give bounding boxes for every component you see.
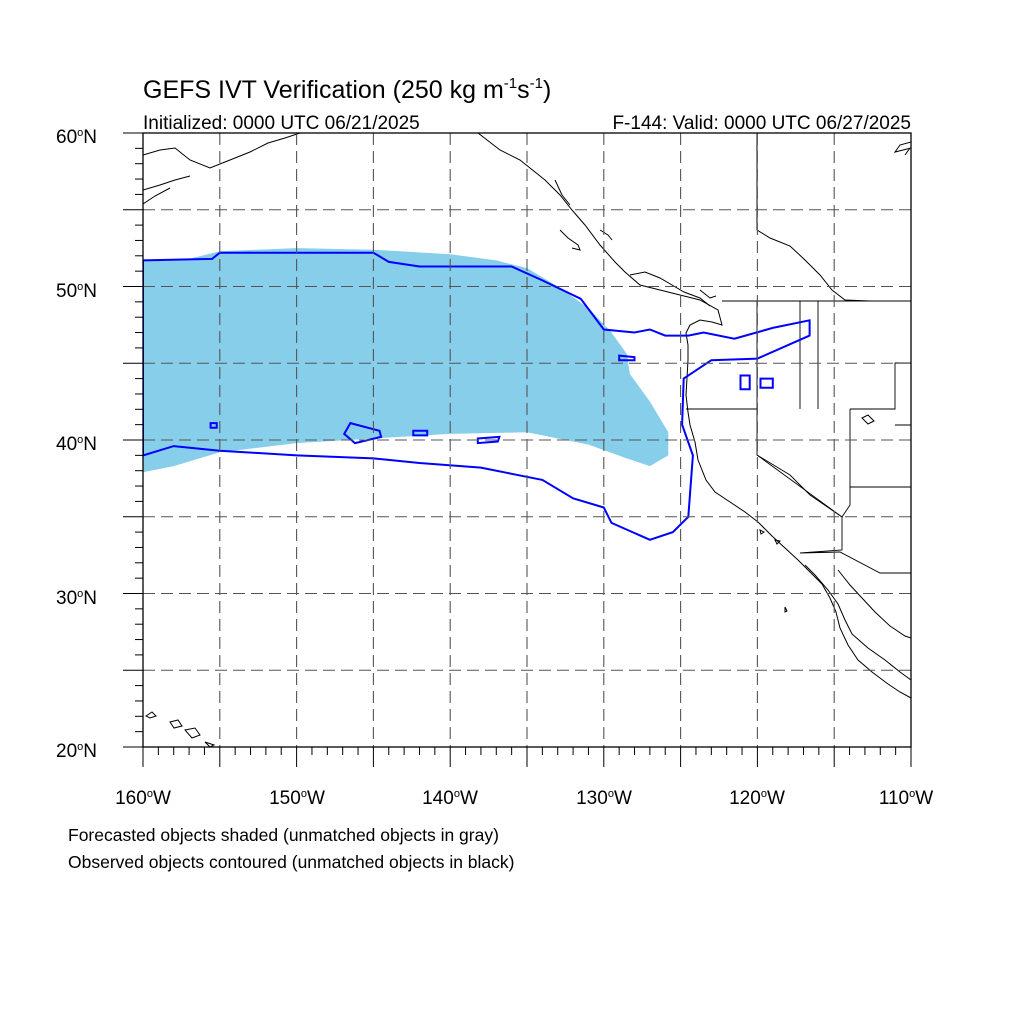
lon-label-160: 160oW bbox=[115, 788, 171, 809]
lon-label-130: 130oW bbox=[576, 788, 632, 809]
valid-time: F-144: Valid: 0000 UTC 06/27/2025 bbox=[612, 113, 911, 134]
lon-label-110: 110oW bbox=[879, 788, 933, 809]
lat-label-20: 20oN bbox=[56, 741, 97, 762]
observed-small-object-3 bbox=[209, 422, 218, 429]
lon-label-140: 140oW bbox=[422, 788, 478, 809]
initialized-time: Initialized: 0000 UTC 06/21/2025 bbox=[143, 113, 420, 134]
latitude-labels: 60oN 50oN 40oN 30oN 20oN bbox=[56, 127, 97, 762]
observed-small-object-5 bbox=[739, 374, 751, 391]
observed-ivt-object bbox=[143, 251, 811, 541]
lon-label-150: 150oW bbox=[269, 788, 325, 809]
map-title: GEFS IVT Verification (250 kg m-1s-1) bbox=[143, 75, 551, 104]
observed-caption: Observed objects contoured (unmatched ob… bbox=[68, 852, 515, 872]
observed-small-object-2 bbox=[476, 435, 501, 445]
lat-label-30: 30oN bbox=[56, 588, 97, 609]
forecast-caption: Forecasted objects shaded (unmatched obj… bbox=[68, 825, 499, 845]
observed-small-object-1 bbox=[412, 429, 429, 437]
longitude-labels: 160oW 150oW 140oW 130oW 120oW 110oW bbox=[115, 788, 933, 809]
forecast-ivt-object bbox=[143, 248, 669, 473]
lat-label-50: 50oN bbox=[56, 281, 97, 302]
lon-label-120: 120oW bbox=[729, 788, 785, 809]
lat-label-40: 40oN bbox=[56, 434, 97, 455]
graticule bbox=[143, 133, 911, 747]
observed-small-object-6 bbox=[759, 377, 774, 389]
lat-label-60: 60oN bbox=[56, 127, 97, 148]
observed-small-object-4 bbox=[618, 354, 636, 362]
axis-ticks bbox=[123, 132, 912, 767]
